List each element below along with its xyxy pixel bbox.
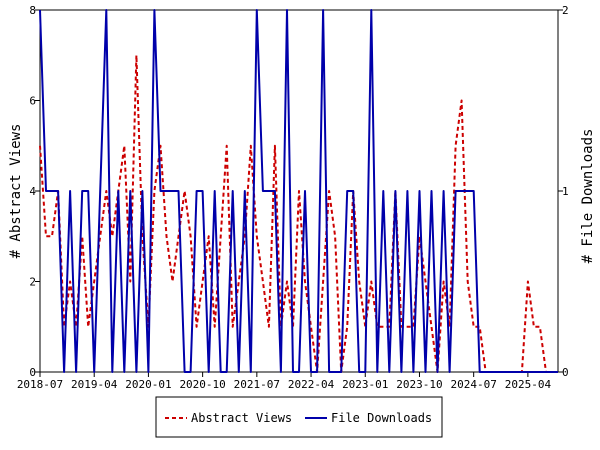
y-left-tick-label: 6	[29, 95, 36, 108]
x-tick-label: 2024-07	[450, 378, 496, 391]
x-tick-label: 2020-01	[125, 378, 171, 391]
y-left-axis-title: # Abstract Views	[8, 124, 24, 259]
y-left-tick-label: 4	[29, 185, 36, 198]
y-axis-right: 0 1 2	[558, 4, 569, 379]
legend-label-abstract-views: Abstract Views	[191, 411, 292, 425]
x-axis: 2018-07 2019-04 2020-01 2020-10 2021-07 2022-…	[17, 372, 552, 391]
x-tick-label: 2018-07	[17, 378, 63, 391]
y-axis-left: 0 2 4 6 8	[29, 4, 40, 379]
series-layer	[39, 9, 558, 373]
x-tick-label: 2025-04	[505, 378, 552, 391]
series-line-abstract-views	[39, 54, 558, 373]
x-tick-label: 2020-10	[179, 378, 225, 391]
x-tick-label: 2023-10	[396, 378, 442, 391]
legend: Abstract Views File Downloads	[155, 396, 443, 438]
y-right-tick-label: 1	[562, 185, 569, 198]
y-left-tick-label: 0	[29, 366, 36, 379]
series-line-file-downloads	[39, 9, 558, 373]
y-right-tick-label: 2	[562, 4, 569, 17]
x-tick-label: 2019-04	[71, 378, 118, 391]
y-right-axis-title: # File Downloads	[580, 129, 596, 264]
x-tick-label: 2021-07	[234, 378, 280, 391]
x-tick-label: 2023-01	[342, 378, 388, 391]
legend-label-file-downloads: File Downloads	[331, 411, 432, 425]
legend-box	[155, 396, 443, 438]
y-right-tick-label: 0	[562, 366, 569, 379]
y-left-tick-label: 2	[29, 276, 36, 289]
y-left-tick-label: 8	[29, 4, 36, 17]
x-tick-label: 2022-04	[288, 378, 335, 391]
